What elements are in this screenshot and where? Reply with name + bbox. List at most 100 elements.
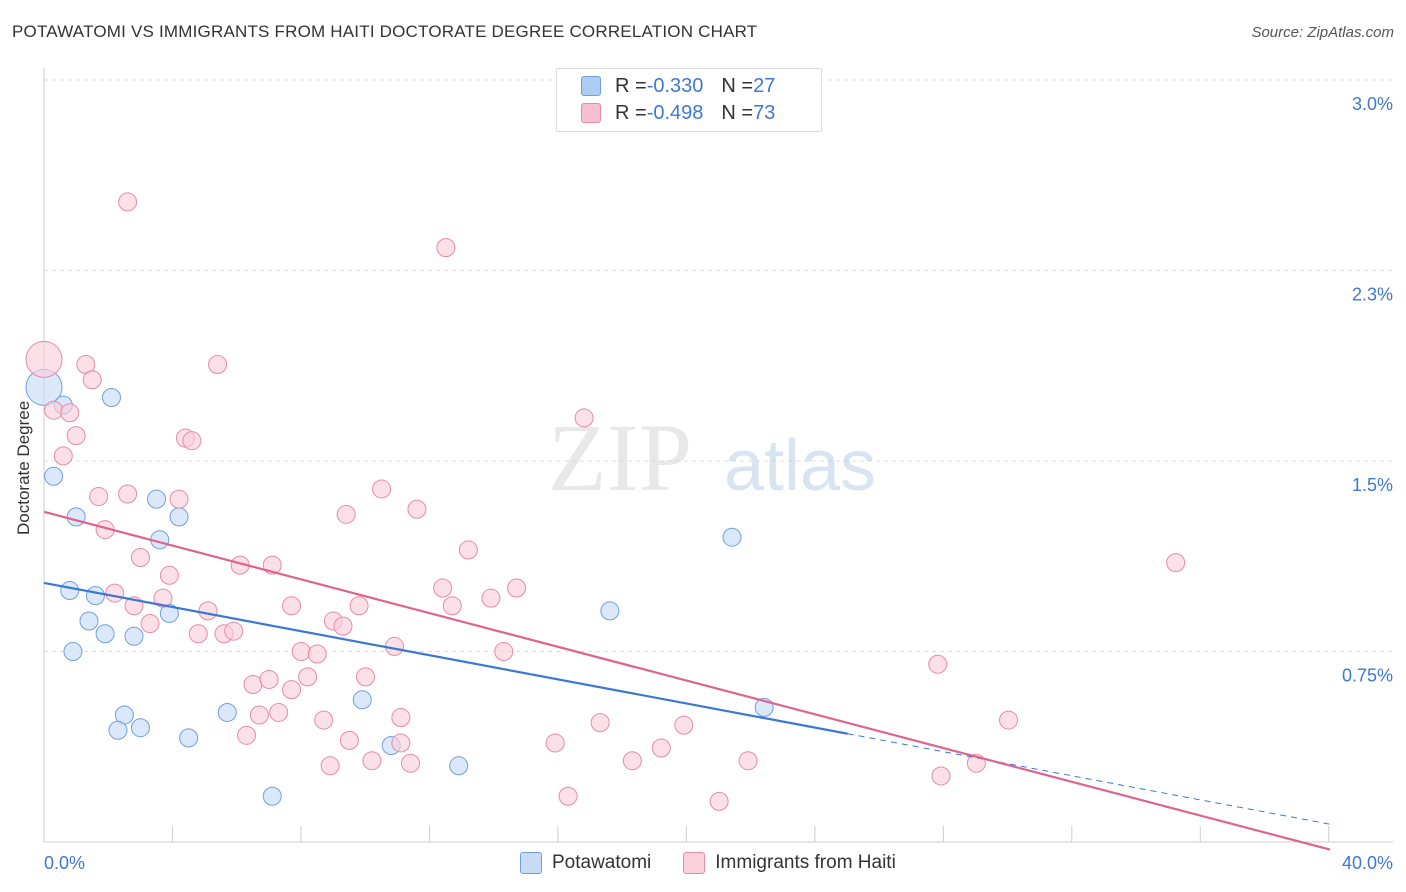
legend-swatch-haiti — [683, 852, 706, 874]
legend-n-label: N = — [721, 74, 754, 97]
point-haiti — [188, 624, 208, 644]
point-haiti — [130, 548, 150, 568]
point-haiti — [159, 565, 179, 585]
point-haiti — [545, 733, 565, 753]
point-haiti — [243, 675, 263, 695]
point-haiti — [590, 713, 610, 733]
point-potawatomi — [262, 786, 282, 806]
point-haiti — [481, 588, 501, 608]
point-haiti — [999, 710, 1018, 730]
point-haiti — [249, 705, 269, 725]
point-potawatomi — [449, 756, 469, 776]
point-potawatomi — [66, 507, 86, 527]
stats-legend: R = -0.330 N = 27 R = -0.498 N = 73 — [556, 68, 822, 132]
watermark-zip: ZIP — [548, 404, 692, 511]
axes — [43, 68, 1393, 843]
trendline-potawatomi-dashed — [847, 733, 1331, 825]
legend-item-haiti: Immigrants from Haiti — [683, 852, 896, 874]
point-haiti — [169, 489, 189, 509]
source-label: Source: ZipAtlas.com — [1251, 24, 1394, 41]
point-haiti — [651, 738, 671, 758]
point-haiti — [558, 786, 578, 806]
point-haiti — [391, 733, 411, 753]
point-haiti — [362, 751, 382, 771]
point-potawatomi — [130, 718, 150, 738]
point-haiti — [391, 708, 411, 728]
point-haiti — [407, 499, 427, 519]
point-haiti — [401, 753, 421, 773]
point-haiti — [282, 680, 302, 700]
legend-label-haiti: Immigrants from Haiti — [715, 852, 896, 873]
legend-swatch-potawatomi — [520, 852, 542, 874]
legend-swatch-potawatomi — [581, 76, 601, 96]
point-potawatomi — [85, 586, 105, 606]
x-tick-label: 40.0% — [1342, 853, 1393, 873]
point-haiti — [182, 431, 202, 451]
point-haiti — [1166, 553, 1186, 573]
point-haiti — [314, 710, 334, 730]
point-potawatomi — [63, 642, 83, 661]
point-haiti — [291, 642, 311, 661]
series-legend: Potawatomi Immigrants from Haiti — [520, 852, 928, 874]
point-potawatomi — [108, 720, 128, 740]
legend-row-potawatomi: R = -0.330 N = 27 — [581, 74, 775, 98]
point-potawatomi — [147, 489, 167, 509]
point-haiti — [372, 479, 392, 499]
point-potawatomi — [124, 626, 144, 646]
point-haiti — [118, 192, 138, 212]
point-haiti — [259, 669, 279, 689]
trendline-potawatomi — [43, 581, 848, 735]
point-haiti — [105, 583, 125, 603]
point-haiti — [53, 446, 73, 466]
tick-labels: 3.0% 2.3% 1.5% 0.75% 0.0% 40.0% — [44, 94, 1393, 873]
y-tick-label: 1.5% — [1352, 475, 1393, 495]
y-tick-label: 3.0% — [1352, 94, 1393, 114]
point-haiti — [60, 403, 80, 423]
legend-r-value: -0.330 — [646, 74, 704, 97]
point-haiti — [298, 667, 318, 687]
point-haiti — [237, 725, 257, 745]
point-haiti — [198, 601, 218, 621]
data-points — [25, 192, 1186, 811]
point-haiti — [224, 621, 244, 641]
point-haiti — [709, 791, 729, 811]
point-haiti — [494, 642, 514, 661]
legend-n-label: N = — [721, 101, 754, 124]
chart-title: POTAWATOMI VS IMMIGRANTS FROM HAITI DOCT… — [12, 22, 758, 41]
point-haiti — [153, 588, 173, 608]
point-potawatomi — [352, 690, 372, 710]
point-potawatomi — [44, 466, 64, 486]
point-haiti — [89, 487, 109, 507]
point-potawatomi — [179, 728, 199, 748]
point-haiti — [66, 426, 86, 446]
point-haiti — [269, 702, 289, 722]
legend-swatch-haiti — [581, 103, 601, 123]
point-haiti — [442, 596, 462, 616]
point-haiti — [44, 400, 64, 420]
point-haiti — [931, 766, 951, 786]
legend-r-value: -0.498 — [646, 101, 704, 124]
legend-row-haiti: R = -0.498 N = 73 — [581, 101, 775, 125]
point-haiti — [82, 370, 102, 390]
point-haiti — [436, 238, 456, 258]
point-potawatomi — [102, 388, 122, 407]
point-haiti — [25, 340, 63, 378]
point-haiti — [674, 715, 694, 735]
point-haiti — [333, 616, 353, 636]
point-haiti — [928, 654, 948, 674]
point-potawatomi — [95, 624, 115, 644]
point-haiti — [622, 751, 642, 771]
point-haiti — [118, 484, 138, 504]
point-haiti — [208, 354, 228, 374]
point-haiti — [339, 730, 359, 750]
point-potawatomi — [217, 702, 237, 722]
legend-n-value: 27 — [753, 74, 776, 97]
watermark-atlas: atlas — [724, 426, 876, 506]
point-haiti — [574, 408, 594, 428]
legend-item-potawatomi: Potawatomi — [520, 852, 651, 874]
point-potawatomi — [169, 507, 189, 527]
point-haiti — [320, 756, 340, 776]
trendline-haiti — [43, 510, 1331, 851]
point-haiti — [140, 614, 160, 634]
